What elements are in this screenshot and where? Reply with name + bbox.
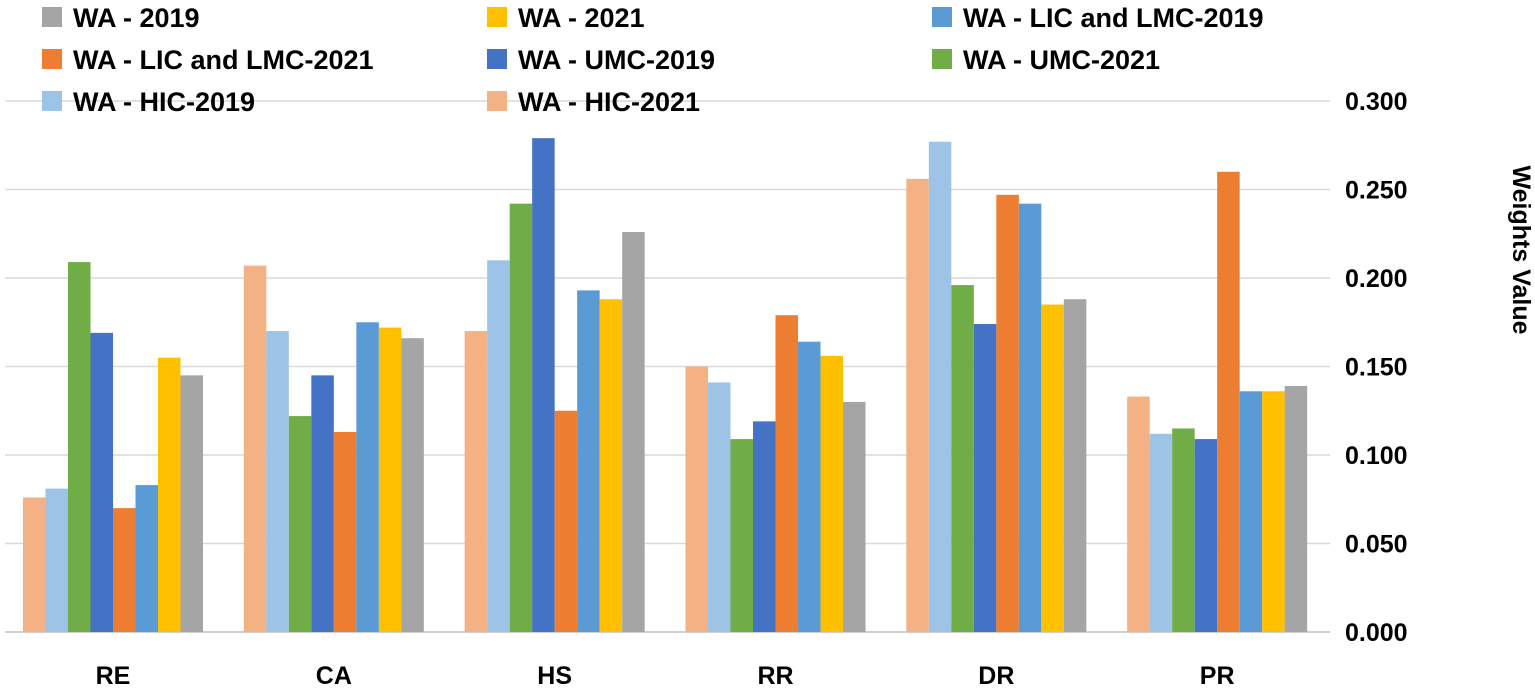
bar-re-6 [158, 357, 181, 632]
bar-pr-6 [1262, 391, 1285, 632]
legend-swatch [42, 7, 62, 27]
bar-pr-0 [1127, 396, 1150, 632]
bar-pr-5 [1239, 391, 1263, 632]
legend-label: WA - 2019 [73, 3, 200, 33]
legend-swatch [42, 91, 62, 111]
legend-swatch [487, 91, 507, 111]
bar-hs-2 [509, 203, 533, 632]
gridlines [5, 100, 1330, 633]
bar-ca-6 [378, 327, 402, 632]
y-tick-label: 0.000 [1345, 619, 1408, 647]
bar-pr-7 [1284, 385, 1308, 632]
bar-ca-0 [243, 265, 267, 632]
bar-rr-3 [753, 421, 776, 632]
bar-re-7 [180, 375, 203, 632]
bar-re-4 [113, 508, 136, 632]
bar-dr-7 [1063, 299, 1087, 632]
legend-swatch [932, 7, 952, 27]
bar-rr-7 [843, 401, 866, 632]
bar-hs-1 [487, 260, 510, 632]
bar-pr-1 [1149, 433, 1173, 632]
y-tick-label: 0.250 [1345, 177, 1408, 205]
bar-ca-2 [288, 416, 312, 632]
legend-label: WA - UMC-2019 [518, 45, 715, 75]
bar-pr-4 [1217, 171, 1240, 633]
y-tick-label: 0.050 [1345, 531, 1408, 559]
bar-rr-1 [708, 382, 731, 632]
bar-rr-4 [775, 315, 798, 632]
bar-dr-1 [928, 141, 952, 632]
bar-re-3 [90, 332, 113, 632]
legend-label: WA - UMC-2021 [963, 45, 1160, 75]
bar-rr-6 [820, 355, 843, 632]
y-tick-label: 0.150 [1345, 354, 1408, 382]
y-tick-label: 0.200 [1345, 265, 1408, 293]
legend-label: WA - 2021 [518, 3, 645, 33]
x-category-label: DR [978, 662, 1014, 690]
bar-re-5 [135, 485, 158, 632]
bar-dr-4 [996, 194, 1019, 632]
legend-swatch [42, 49, 62, 69]
bar-dr-5 [1018, 203, 1042, 632]
legend-label: WA - LIC and LMC-2021 [73, 45, 374, 75]
bar-hs-3 [532, 138, 555, 633]
bar-ca-1 [266, 331, 289, 632]
x-category-label: PR [1200, 662, 1235, 690]
x-category-label: HS [537, 662, 572, 690]
y-tick-label: 0.300 [1345, 88, 1408, 116]
bar-rr-2 [730, 439, 753, 632]
bar-hs-6 [599, 299, 623, 632]
bar-rr-5 [798, 341, 821, 632]
y-axis-ticks: 0.000 0.050 0.100 0.150 0.200 0.250 0.300 [1345, 88, 1408, 647]
bar-pr-3 [1194, 439, 1218, 632]
legend-swatch [487, 49, 507, 69]
x-category-label: RR [757, 662, 793, 690]
bar-ca-3 [311, 375, 334, 632]
bar-rr-0 [685, 366, 708, 632]
legend-label: WA - HIC-2021 [518, 87, 700, 117]
bar-re-0 [23, 497, 46, 632]
x-category-label: RE [96, 662, 131, 690]
bar-re-1 [45, 488, 68, 632]
legend-label: WA - LIC and LMC-2019 [963, 3, 1264, 33]
legend: WA - 2019 WA - 2021 WA - LIC and LMC-2019 W… [42, 3, 1264, 117]
y-axis-label: Weights Value [1507, 165, 1535, 334]
bar-hs-4 [554, 410, 578, 632]
bar-pr-2 [1172, 428, 1195, 632]
y-tick-label: 0.100 [1345, 442, 1408, 470]
bar-dr-2 [951, 285, 974, 632]
bar-ca-5 [356, 322, 379, 632]
x-axis-categories: RE CA HS RR DR PR [96, 662, 1235, 690]
bar-dr-6 [1041, 304, 1064, 632]
bar-dr-3 [973, 324, 997, 632]
bar-dr-0 [906, 178, 929, 632]
bar-ca-7 [401, 338, 424, 632]
legend-swatch [932, 49, 952, 69]
legend-label: WA - HIC-2019 [73, 87, 255, 117]
bar-hs-0 [464, 331, 488, 632]
bar-ca-4 [333, 431, 357, 632]
bar-hs-7 [622, 231, 645, 633]
bar-hs-5 [577, 290, 600, 632]
bar-re-2 [68, 262, 91, 632]
bars [23, 138, 1308, 633]
legend-swatch [487, 7, 507, 27]
x-category-label: CA [316, 662, 352, 690]
